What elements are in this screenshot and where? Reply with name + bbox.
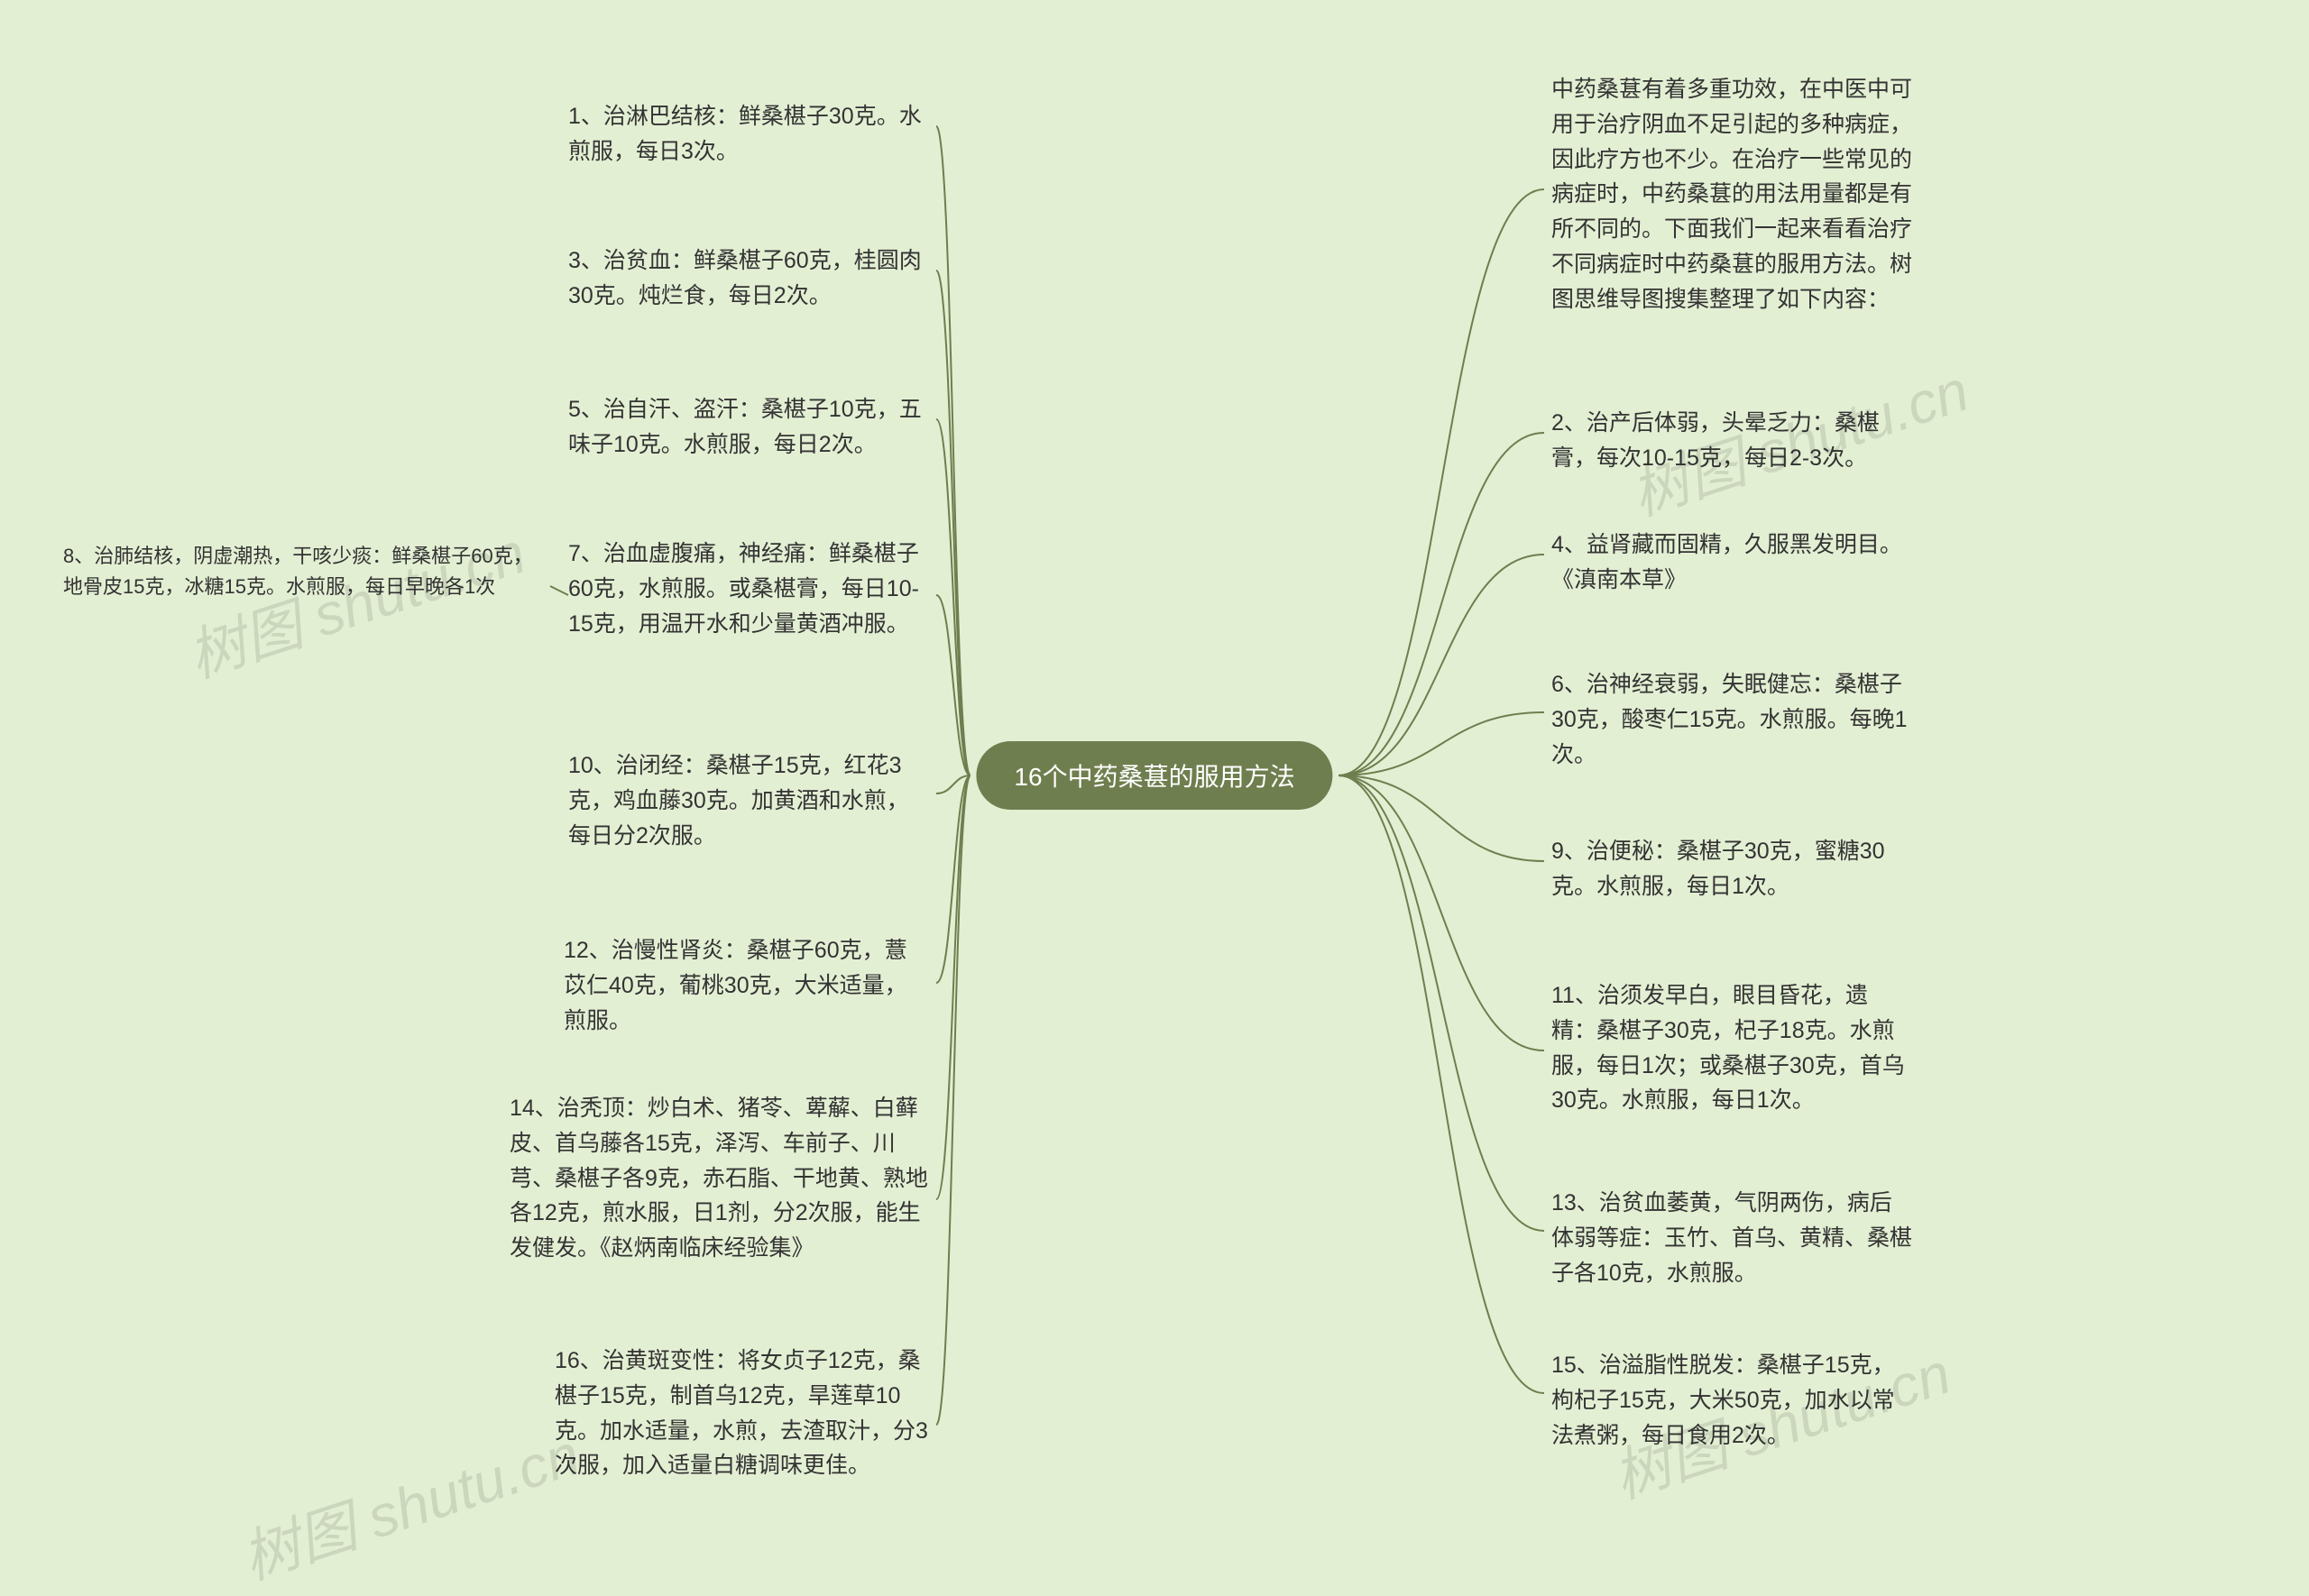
branch-node: 12、治慢性肾炎：桑椹子60克，薏苡仁40克，葡桃30克，大米适量，煎服。 xyxy=(564,933,929,1038)
branch-node: 9、治便秘：桑椹子30克，蜜糖30克。水煎服，每日1次。 xyxy=(1551,834,1912,904)
branch-node: 2、治产后体弱，头晕乏力：桑椹膏，每次10-15克，每日2-3次。 xyxy=(1551,406,1912,476)
branch-node: 1、治淋巴结核：鲜桑椹子30克。水煎服，每日3次。 xyxy=(568,99,929,170)
branch-node: 7、治血虚腹痛，神经痛：鲜桑椹子60克，水煎服。或桑椹膏，每日10-15克，用温… xyxy=(568,537,929,641)
branch-node: 3、治贫血：鲜桑椹子60克，桂圆肉30克。炖烂食，每日2次。 xyxy=(568,243,929,314)
branch-node: 10、治闭经：桑椹子15克，红花3克，鸡血藤30克。加黄酒和水煎，每日分2次服。 xyxy=(568,748,929,853)
watermark: 树图 shutu.cn xyxy=(230,1408,588,1595)
branch-node: 16、治黄斑变性：将女贞子12克，桑椹子15克，制首乌12克，旱莲草10克。加水… xyxy=(555,1344,929,1483)
center-topic: 16个中药桑葚的服用方法 xyxy=(976,741,1332,810)
mindmap-canvas: 16个中药桑葚的服用方法 1、治淋巴结核：鲜桑椹子30克。水煎服，每日3次。 3、… xyxy=(0,0,2309,1548)
branch-node: 15、治溢脂性脱发：桑椹子15克，枸杞子15克，大米50克，加水以常法煮粥，每日… xyxy=(1551,1348,1912,1453)
branch-node: 14、治秃顶：炒白术、猪苓、萆薢、白藓皮、首乌藤各15克，泽泻、车前子、川芎、桑… xyxy=(510,1091,929,1266)
branch-node: 6、治神经衰弱，失眠健忘：桑椹子30克，酸枣仁15克。水煎服。每晚1次。 xyxy=(1551,667,1912,772)
branch-node: 中药桑葚有着多重功效，在中医中可用于治疗阴血不足引起的多种病症，因此疗方也不少。… xyxy=(1551,72,1930,316)
branch-node: 11、治须发早白，眼目昏花，遗精：桑椹子30克，杞子18克。水煎服，每日1次；或… xyxy=(1551,978,1912,1118)
branch-node: 13、治贫血萎黄，气阴两伤，病后体弱等症：玉竹、首乌、黄精、桑椹子各10克，水煎… xyxy=(1551,1186,1912,1290)
sub-branch-node: 8、治肺结核，阴虚潮热，干咳少痰：鲜桑椹子60克，地骨皮15克，冰糖15克。水煎… xyxy=(63,541,550,602)
branch-node: 5、治自汗、盗汗：桑椹子10克，五味子10克。水煎服，每日2次。 xyxy=(568,392,929,463)
branch-node: 4、益肾藏而固精，久服黑发明目。《滇南本草》 xyxy=(1551,527,1912,598)
